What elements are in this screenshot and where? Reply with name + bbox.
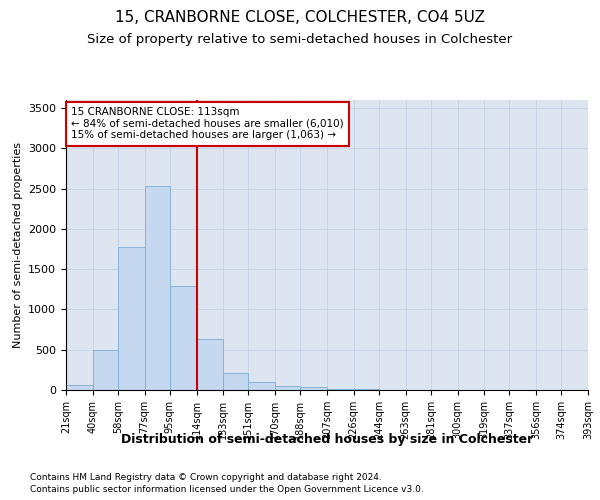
Bar [66, 385, 92, 390]
Bar [248, 382, 275, 390]
Bar [170, 286, 197, 390]
Y-axis label: Number of semi-detached properties: Number of semi-detached properties [13, 142, 23, 348]
Bar [92, 350, 118, 390]
Bar [301, 387, 327, 390]
Bar [275, 386, 301, 390]
Text: 15, CRANBORNE CLOSE, COLCHESTER, CO4 5UZ: 15, CRANBORNE CLOSE, COLCHESTER, CO4 5UZ [115, 10, 485, 25]
Text: Contains public sector information licensed under the Open Government Licence v3: Contains public sector information licen… [30, 485, 424, 494]
Bar [145, 186, 170, 390]
Text: Size of property relative to semi-detached houses in Colchester: Size of property relative to semi-detach… [88, 32, 512, 46]
Text: 15 CRANBORNE CLOSE: 113sqm
← 84% of semi-detached houses are smaller (6,010)
15%: 15 CRANBORNE CLOSE: 113sqm ← 84% of semi… [71, 108, 344, 140]
Bar [223, 373, 248, 390]
Text: Contains HM Land Registry data © Crown copyright and database right 2024.: Contains HM Land Registry data © Crown c… [30, 472, 382, 482]
Bar [118, 246, 145, 390]
Bar [197, 339, 223, 390]
Text: Distribution of semi-detached houses by size in Colchester: Distribution of semi-detached houses by … [121, 432, 533, 446]
Bar [327, 389, 353, 390]
